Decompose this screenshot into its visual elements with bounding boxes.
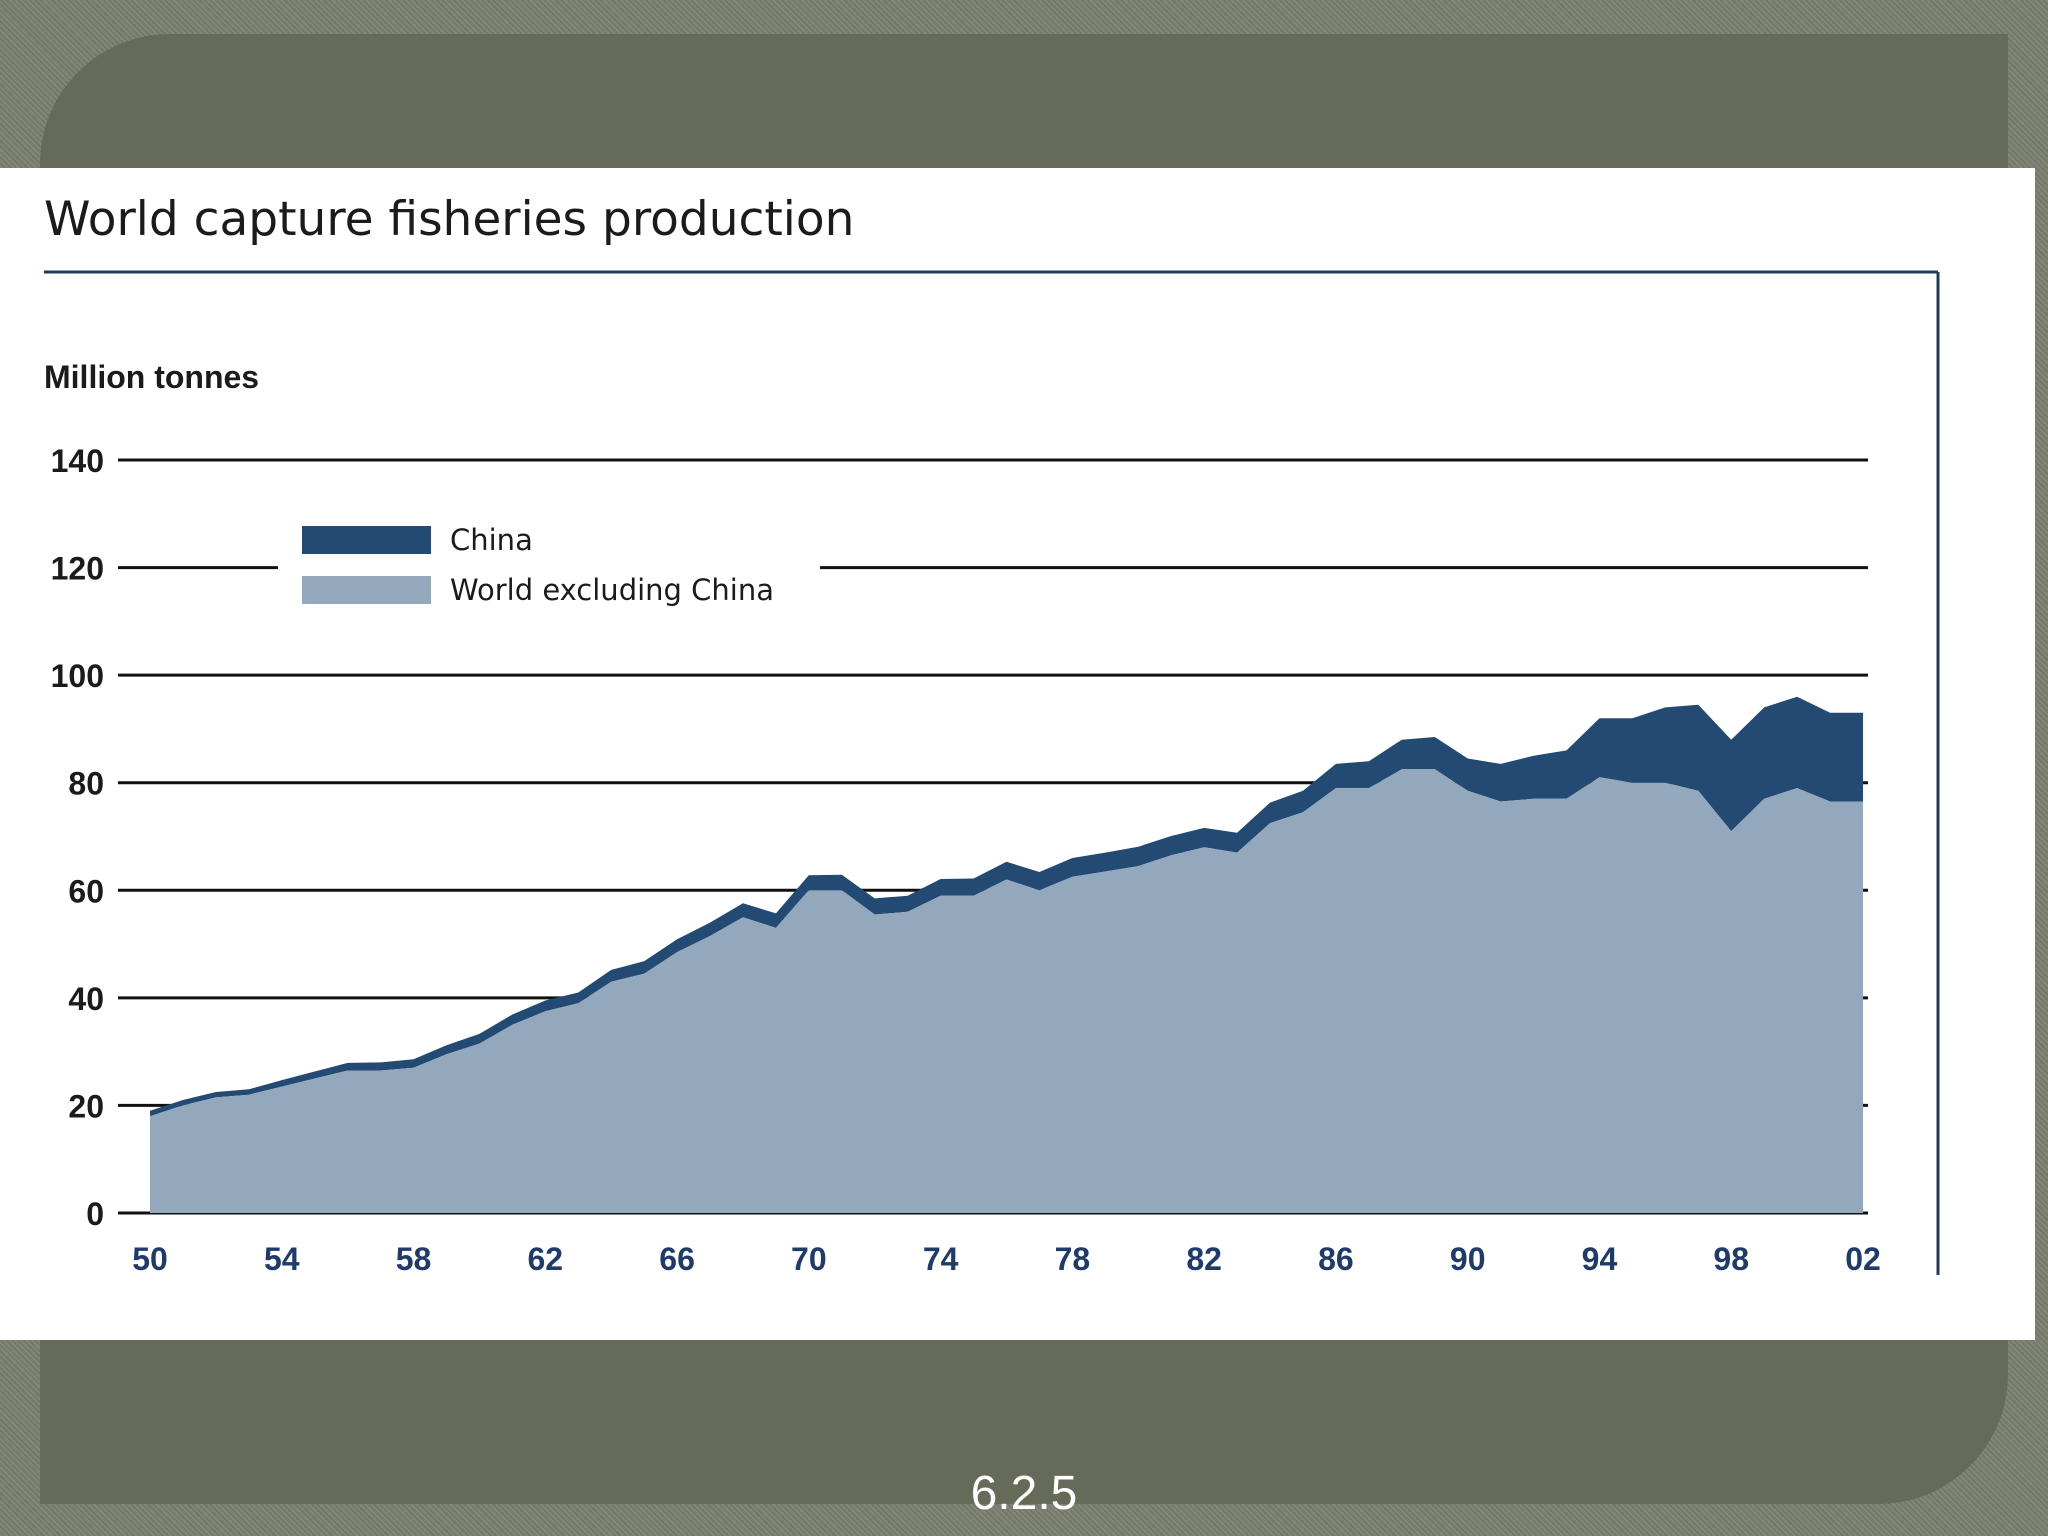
y-axis-label: Million tonnes (44, 359, 259, 395)
legend-swatch (302, 526, 431, 554)
x-tick-label: 70 (791, 1241, 827, 1277)
x-tick-label: 78 (1055, 1241, 1091, 1277)
y-tick-label: 120 (51, 551, 104, 587)
x-tick-label: 62 (528, 1241, 564, 1277)
x-tick-label: 98 (1713, 1241, 1749, 1277)
legend-swatch (302, 576, 431, 604)
slide-number: 6.2.5 (970, 1467, 1078, 1520)
x-tick-label: 86 (1318, 1241, 1354, 1277)
x-tick-label: 02 (1845, 1241, 1881, 1277)
x-tick-label: 50 (132, 1241, 168, 1277)
legend: China World excluding China (278, 510, 820, 618)
x-tick-label: 94 (1582, 1241, 1618, 1277)
x-tick-label: 66 (659, 1241, 695, 1277)
y-tick-label: 60 (68, 873, 104, 909)
series-area-china (150, 696, 1863, 1117)
y-tick-label: 0 (86, 1196, 104, 1232)
series-area-world-excluding-china (150, 769, 1863, 1213)
y-tick-label: 80 (68, 766, 104, 802)
chart-title: World capture fisheries production (44, 192, 855, 247)
x-tick-label: 74 (923, 1241, 959, 1277)
x-tick-label: 58 (396, 1241, 432, 1277)
x-tick-label: 82 (1186, 1241, 1222, 1277)
y-tick-label: 100 (51, 658, 104, 694)
area-layer (150, 696, 1863, 1213)
x-tick-label: 54 (264, 1241, 300, 1277)
legend-label: World excluding China (450, 573, 774, 607)
legend-label: China (450, 523, 533, 557)
y-tick-label: 40 (68, 981, 104, 1017)
y-tick-label: 20 (68, 1088, 104, 1124)
x-tick-label: 90 (1450, 1241, 1486, 1277)
y-tick-label: 140 (51, 443, 104, 479)
